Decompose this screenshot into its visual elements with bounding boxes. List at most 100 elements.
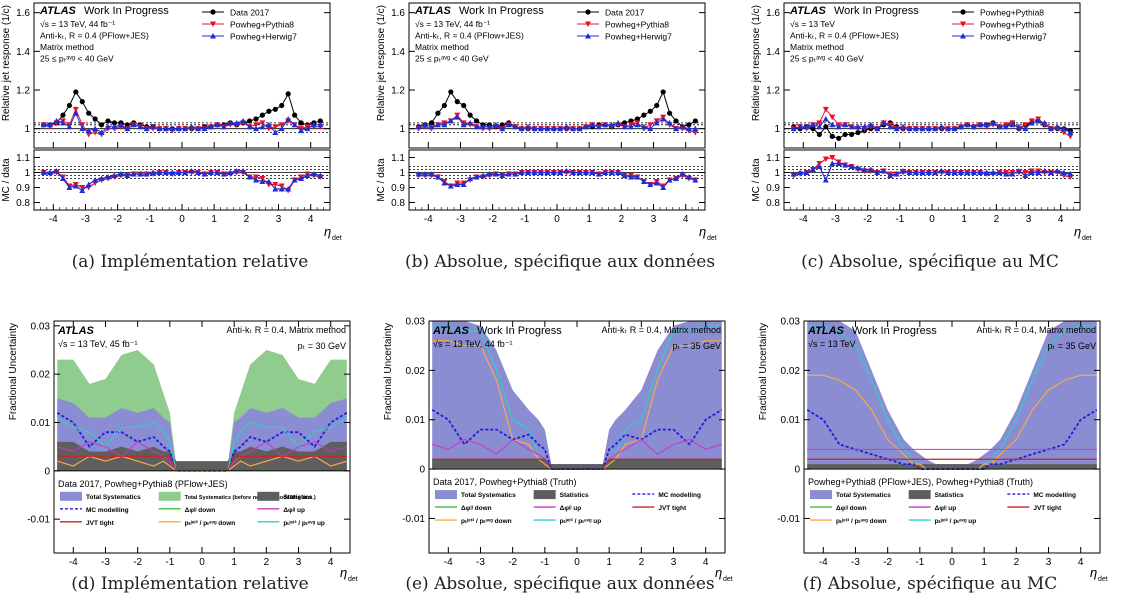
data-point bbox=[634, 116, 641, 122]
ratio-point bbox=[480, 172, 486, 178]
data-point bbox=[537, 125, 544, 132]
info-label: √s = 13 TeV, 44 fb⁻¹ bbox=[415, 19, 490, 29]
x-tick-label: 0 bbox=[949, 557, 955, 568]
data-point bbox=[499, 122, 505, 128]
ratio-point bbox=[848, 163, 855, 169]
data-point bbox=[92, 130, 99, 136]
x-tick-label: -1 bbox=[540, 557, 549, 568]
legend-marker bbox=[960, 9, 966, 15]
data-point bbox=[1028, 119, 1035, 126]
ratio-point bbox=[434, 174, 441, 180]
ratio-point bbox=[867, 166, 874, 172]
data-point bbox=[512, 123, 519, 130]
data-point bbox=[602, 121, 609, 128]
data-point bbox=[1022, 122, 1029, 128]
data-point bbox=[874, 125, 881, 132]
data-point bbox=[240, 117, 247, 124]
data-point bbox=[525, 123, 532, 130]
data-point bbox=[454, 114, 461, 120]
y-tick-label: 0 bbox=[794, 465, 800, 476]
ratio-point bbox=[582, 169, 589, 175]
ratio-point bbox=[214, 169, 221, 175]
ratio-point bbox=[996, 169, 1003, 175]
caption-b: (b) Absolue, spécifique aux données bbox=[404, 252, 716, 272]
ratio-point bbox=[447, 183, 454, 189]
data-point bbox=[964, 121, 971, 128]
ratio-point bbox=[842, 162, 849, 168]
legend-entry: pₜʲᵉᵗ³ / pₜᵃᵛᵍ up bbox=[935, 518, 977, 525]
data-point bbox=[576, 125, 583, 132]
data-point bbox=[829, 121, 836, 128]
y-axis-label: Fractional Uncertainty bbox=[8, 323, 19, 420]
y-tick-label: 1.2 bbox=[766, 86, 780, 97]
x-tick-label: 2 bbox=[994, 214, 1000, 225]
y-tick-label: 1.2 bbox=[16, 86, 30, 97]
x-tick-label: 2 bbox=[639, 557, 645, 568]
x-axis-label: η bbox=[1090, 565, 1097, 580]
ratio-point bbox=[589, 169, 596, 175]
band-total bbox=[432, 321, 722, 470]
y-axis-label: Relative jet response (1/c) bbox=[1, 5, 12, 121]
y-tick-label: 1.6 bbox=[391, 8, 405, 19]
y-tick-label: 1.6 bbox=[16, 8, 30, 19]
data-point bbox=[880, 119, 887, 126]
ratio-point bbox=[473, 174, 480, 180]
data-point bbox=[66, 123, 73, 130]
data-point bbox=[945, 125, 952, 132]
legend-entry: Statistics bbox=[283, 494, 312, 501]
data-point bbox=[990, 119, 997, 126]
data-point bbox=[855, 129, 861, 136]
x-tick-label: 1 bbox=[961, 214, 967, 225]
data-point bbox=[85, 131, 92, 138]
ratio-y-tick-label: 0.8 bbox=[766, 198, 780, 209]
data-point bbox=[272, 124, 279, 130]
legend-marker bbox=[585, 33, 591, 39]
ratio-point bbox=[441, 180, 448, 186]
x-axis-label-sub: det bbox=[1082, 235, 1092, 242]
series-group bbox=[415, 89, 699, 136]
data-point bbox=[278, 125, 285, 132]
ratio-point bbox=[415, 171, 422, 177]
data-point bbox=[685, 125, 692, 132]
y-tick-label: 1.4 bbox=[16, 47, 30, 58]
ratio-point bbox=[531, 169, 538, 175]
caption-d: (d) Implémentation relative bbox=[71, 574, 309, 594]
data-point bbox=[79, 125, 86, 132]
legend-marker bbox=[210, 9, 216, 15]
data-point bbox=[679, 123, 686, 130]
legend-swatch bbox=[533, 490, 556, 500]
x-axis-label-sub: det bbox=[332, 235, 342, 242]
legend-entry: Total Systematics bbox=[836, 492, 891, 499]
info-label-right: pₜ = 35 GeV bbox=[673, 341, 721, 351]
ratio-line bbox=[43, 170, 321, 192]
ratio-point bbox=[964, 169, 971, 175]
data-point bbox=[162, 125, 169, 132]
y-tick-label: 0.03 bbox=[406, 317, 426, 328]
data-point bbox=[563, 123, 570, 130]
y-tick-label: 1.2 bbox=[391, 86, 405, 97]
data-point bbox=[66, 102, 72, 109]
ratio-point bbox=[1041, 168, 1048, 174]
info-label: Anti-kₜ, R = 0.4 (PFlow+JES) bbox=[40, 31, 149, 41]
x-tick-label: 1 bbox=[981, 557, 987, 568]
ratio-point bbox=[66, 184, 73, 190]
data-point bbox=[686, 122, 692, 128]
legend-swatch bbox=[908, 490, 931, 500]
x-tick-label: -4 bbox=[49, 214, 58, 225]
legend-title: Data 2017, Powheg+Pythia8 (Truth) bbox=[433, 477, 577, 487]
data-point bbox=[970, 123, 977, 130]
ratio-point bbox=[156, 169, 163, 175]
ratio-y-tick-label: 0.9 bbox=[766, 183, 780, 194]
x-tick-label: 0 bbox=[199, 557, 205, 568]
ratio-point bbox=[829, 155, 836, 161]
data-point bbox=[673, 118, 679, 124]
ratio-point bbox=[111, 172, 118, 178]
data-point bbox=[310, 121, 317, 128]
legend-entry: Total Systematics bbox=[86, 494, 141, 501]
ratio-point bbox=[602, 169, 609, 175]
data-point bbox=[666, 119, 673, 126]
data-point bbox=[86, 110, 92, 116]
ratio-point bbox=[932, 169, 939, 175]
data-point bbox=[124, 125, 131, 132]
data-point bbox=[259, 112, 266, 118]
